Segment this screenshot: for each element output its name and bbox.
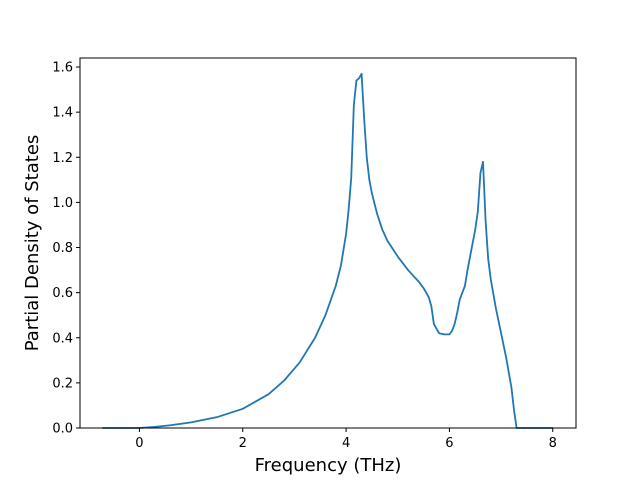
x-tick-label: 6 <box>445 436 453 451</box>
x-tick-label: 2 <box>239 436 247 451</box>
y-tick-label: 0.2 <box>52 376 73 391</box>
series-layer <box>102 72 553 429</box>
y-tick-label: 0.0 <box>52 422 73 437</box>
y-tick-label: 0.8 <box>52 241 73 256</box>
tick-layer: 0 2 4 6 8 0.0 0.2 0.4 0.6 0.8 1.0 1.2 1.4 1.6 <box>52 61 557 451</box>
x-tick-label: 0 <box>135 436 143 451</box>
plot-area <box>80 58 576 428</box>
x-tick-label: 4 <box>342 436 350 451</box>
y-axis-label: Partial Density of States <box>22 135 43 352</box>
y-tick-label: 0.6 <box>52 286 73 301</box>
x-axis-label: Frequency (THz) <box>255 455 402 476</box>
x-tick-label: 8 <box>549 436 557 451</box>
y-tick-label: 1.0 <box>52 196 73 211</box>
y-tick-label: 1.2 <box>52 151 73 166</box>
plot-frame <box>79 57 577 429</box>
pdos-series-line <box>102 72 553 429</box>
y-tick-label: 0.4 <box>52 331 73 346</box>
y-tick-label: 1.4 <box>52 106 73 121</box>
y-tick-label: 1.6 <box>52 61 73 76</box>
